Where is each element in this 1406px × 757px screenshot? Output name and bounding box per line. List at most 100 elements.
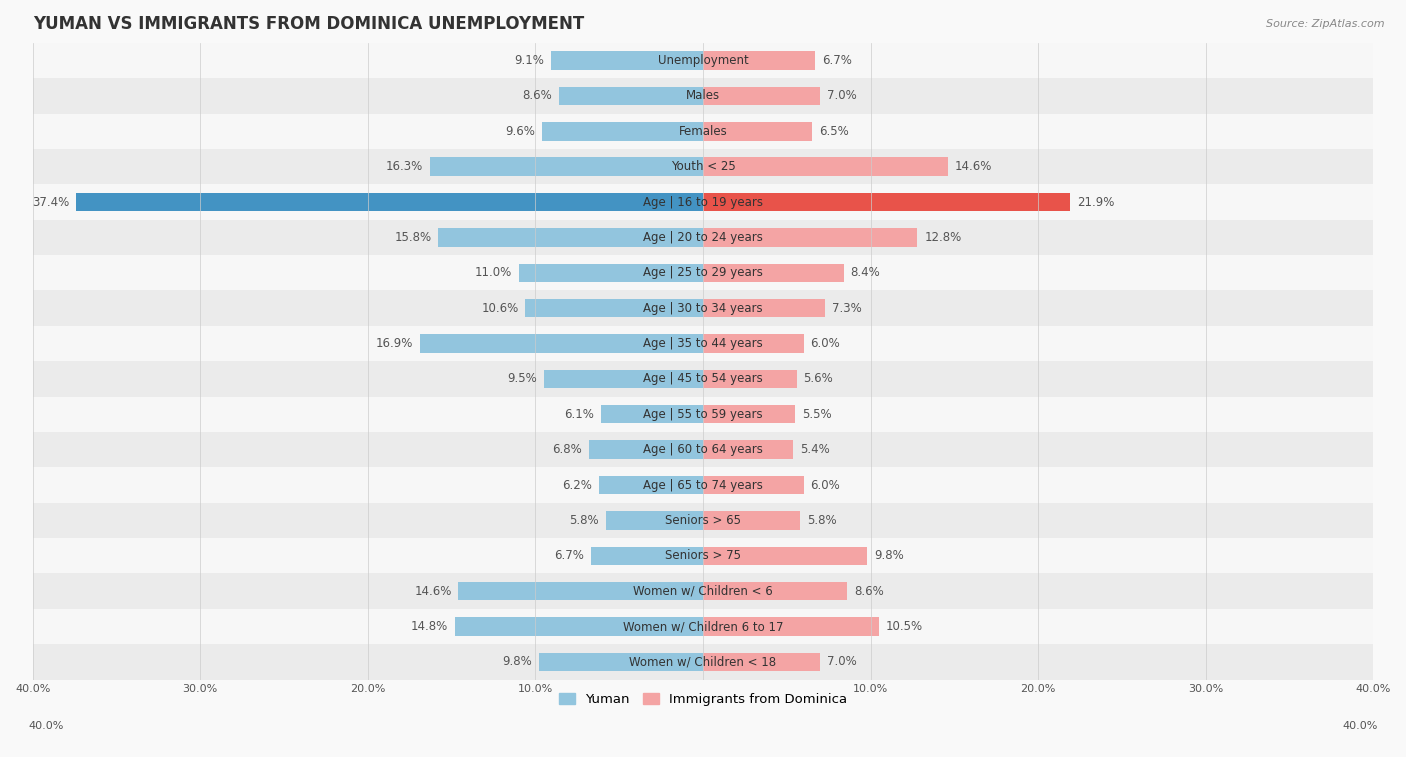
Bar (591, 547, 703, 565)
Bar (32, 361, 1374, 397)
Bar (439, 228, 703, 247)
Text: 40.0%: 40.0% (1343, 721, 1378, 731)
Bar (551, 51, 703, 70)
Text: 8.4%: 8.4% (851, 266, 880, 279)
Bar (703, 122, 811, 141)
Text: 10.5%: 10.5% (886, 620, 922, 633)
Text: 6.8%: 6.8% (553, 443, 582, 456)
Bar (703, 369, 797, 388)
Text: 6.0%: 6.0% (810, 337, 839, 350)
Bar (456, 617, 703, 636)
Bar (538, 653, 703, 671)
Text: 40.0%: 40.0% (28, 721, 63, 731)
Bar (32, 609, 1374, 644)
Text: 5.4%: 5.4% (800, 443, 830, 456)
Text: Males: Males (686, 89, 720, 102)
Text: Age | 25 to 29 years: Age | 25 to 29 years (643, 266, 763, 279)
Bar (703, 441, 793, 459)
Text: 9.5%: 9.5% (508, 372, 537, 385)
Bar (32, 397, 1374, 432)
Text: Age | 55 to 59 years: Age | 55 to 59 years (643, 408, 763, 421)
Bar (703, 335, 804, 353)
Bar (703, 228, 918, 247)
Text: 6.7%: 6.7% (823, 54, 852, 67)
Text: Women w/ Children 6 to 17: Women w/ Children 6 to 17 (623, 620, 783, 633)
Bar (703, 157, 948, 176)
Bar (703, 476, 804, 494)
Text: 15.8%: 15.8% (395, 231, 432, 244)
Bar (458, 582, 703, 600)
Bar (32, 114, 1374, 149)
Bar (32, 149, 1374, 185)
Bar (703, 193, 1070, 211)
Bar (32, 291, 1374, 326)
Bar (600, 405, 703, 423)
Bar (544, 369, 703, 388)
Bar (519, 263, 703, 282)
Text: 8.6%: 8.6% (853, 584, 883, 597)
Text: 8.6%: 8.6% (523, 89, 553, 102)
Text: 6.7%: 6.7% (554, 550, 583, 562)
Text: Women w/ Children < 18: Women w/ Children < 18 (630, 656, 776, 668)
Bar (420, 335, 703, 353)
Bar (589, 441, 703, 459)
Bar (599, 476, 703, 494)
Bar (32, 220, 1374, 255)
Bar (703, 263, 844, 282)
Bar (32, 467, 1374, 503)
Text: 5.8%: 5.8% (807, 514, 837, 527)
Text: 9.1%: 9.1% (515, 54, 544, 67)
Bar (703, 582, 848, 600)
Text: Source: ZipAtlas.com: Source: ZipAtlas.com (1267, 19, 1385, 29)
Bar (703, 653, 820, 671)
Text: Age | 45 to 54 years: Age | 45 to 54 years (643, 372, 763, 385)
Bar (703, 87, 820, 105)
Bar (526, 299, 703, 317)
Text: 14.6%: 14.6% (955, 160, 991, 173)
Bar (32, 538, 1374, 574)
Bar (430, 157, 703, 176)
Bar (558, 87, 703, 105)
Text: Unemployment: Unemployment (658, 54, 748, 67)
Text: 9.8%: 9.8% (502, 656, 531, 668)
Text: Age | 35 to 44 years: Age | 35 to 44 years (643, 337, 763, 350)
Text: 9.6%: 9.6% (506, 125, 536, 138)
Text: Age | 20 to 24 years: Age | 20 to 24 years (643, 231, 763, 244)
Text: 37.4%: 37.4% (32, 195, 69, 209)
Text: 5.8%: 5.8% (569, 514, 599, 527)
Text: 7.0%: 7.0% (827, 89, 856, 102)
Text: Women w/ Children < 6: Women w/ Children < 6 (633, 584, 773, 597)
Text: Youth < 25: Youth < 25 (671, 160, 735, 173)
Text: 10.6%: 10.6% (481, 302, 519, 315)
Bar (703, 617, 879, 636)
Text: 6.5%: 6.5% (818, 125, 848, 138)
Bar (32, 574, 1374, 609)
Text: Age | 65 to 74 years: Age | 65 to 74 years (643, 478, 763, 491)
Bar (606, 511, 703, 530)
Text: 11.0%: 11.0% (475, 266, 512, 279)
Bar (32, 503, 1374, 538)
Text: Age | 30 to 34 years: Age | 30 to 34 years (643, 302, 763, 315)
Legend: Yuman, Immigrants from Dominica: Yuman, Immigrants from Dominica (554, 687, 852, 711)
Text: 5.6%: 5.6% (804, 372, 834, 385)
Text: 16.3%: 16.3% (385, 160, 423, 173)
Text: 21.9%: 21.9% (1077, 195, 1114, 209)
Text: 7.0%: 7.0% (827, 656, 856, 668)
Bar (32, 432, 1374, 467)
Bar (32, 255, 1374, 291)
Text: YUMAN VS IMMIGRANTS FROM DOMINICA UNEMPLOYMENT: YUMAN VS IMMIGRANTS FROM DOMINICA UNEMPL… (32, 15, 583, 33)
Bar (32, 326, 1374, 361)
Text: 7.3%: 7.3% (832, 302, 862, 315)
Text: Age | 60 to 64 years: Age | 60 to 64 years (643, 443, 763, 456)
Text: 14.6%: 14.6% (415, 584, 451, 597)
Text: 6.1%: 6.1% (564, 408, 595, 421)
Text: 6.2%: 6.2% (562, 478, 592, 491)
Bar (703, 547, 868, 565)
Bar (32, 43, 1374, 78)
Text: 9.8%: 9.8% (875, 550, 904, 562)
Text: 16.9%: 16.9% (375, 337, 413, 350)
Bar (32, 185, 1374, 220)
Text: 12.8%: 12.8% (924, 231, 962, 244)
Bar (703, 299, 825, 317)
Text: Females: Females (679, 125, 727, 138)
